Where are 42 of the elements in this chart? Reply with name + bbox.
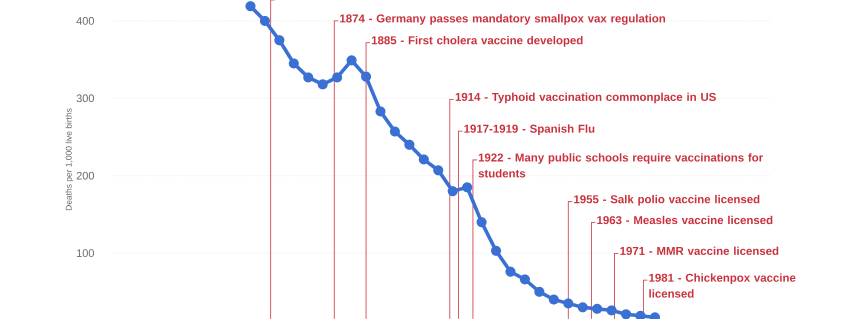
ref-line-label: 1922 - Many public schools require vaccinations for students	[478, 153, 763, 178]
point	[563, 298, 574, 309]
y-tick-label: 300	[76, 94, 94, 102]
point	[548, 294, 559, 305]
ref-line-label: 1955 - Salk polio vaccine licensed	[574, 194, 760, 206]
y-axis-title: Deaths per 1,000 live births	[65, 108, 74, 210]
point	[635, 310, 646, 319]
point	[360, 72, 372, 82]
ref-line-label: 1981 - Chickenpox vaccine licensed	[649, 273, 796, 298]
point	[476, 217, 487, 228]
point	[418, 154, 429, 165]
ref-line-label: 1874 - Germany passes mandatory smallpox vax regulation	[340, 14, 666, 25]
point	[404, 140, 414, 150]
point	[592, 304, 602, 314]
point	[534, 286, 544, 297]
point	[578, 302, 588, 312]
point	[490, 246, 502, 256]
point	[606, 305, 617, 316]
point	[332, 72, 342, 83]
point	[245, 1, 256, 12]
point	[520, 274, 530, 285]
point	[288, 58, 299, 69]
point	[620, 309, 632, 319]
point	[346, 55, 357, 66]
point	[448, 186, 458, 196]
ref-line-label: 1885 - First cholera vaccine developed	[372, 36, 583, 47]
y-tick-label: 100	[77, 249, 94, 258]
ref-line-label: 1963 - Measles vaccine licensed	[597, 216, 772, 224]
point	[375, 106, 386, 117]
point	[390, 126, 400, 137]
ref-line-label: 1914 - Typhoid vaccination commonplace in US	[456, 92, 716, 104]
y-tick-label: 400	[76, 17, 94, 25]
point	[260, 16, 270, 26]
point	[318, 79, 328, 90]
point	[433, 165, 444, 176]
point	[505, 266, 516, 277]
ref-line-label: 1917-1919 - Spanish Flu	[464, 124, 594, 136]
point	[274, 35, 284, 46]
ref-line-label: 1971 - MMR vaccine licensed	[620, 246, 778, 256]
y-tick-label: 200	[76, 172, 94, 180]
point	[462, 182, 472, 192]
point	[303, 72, 314, 83]
